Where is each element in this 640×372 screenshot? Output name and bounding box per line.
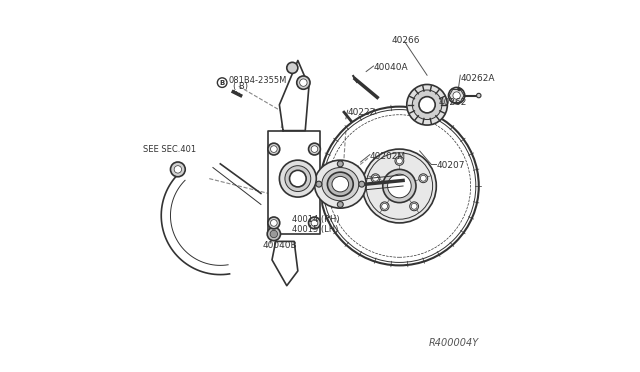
Text: B: B [220,80,225,86]
Circle shape [308,217,321,229]
Circle shape [420,175,426,181]
Ellipse shape [285,166,311,192]
Text: 40040A: 40040A [374,63,408,72]
Circle shape [477,93,481,98]
Text: 40014 (RH)
40015 (LH): 40014 (RH) 40015 (LH) [292,215,340,234]
Circle shape [268,217,280,229]
Polygon shape [272,241,298,286]
Ellipse shape [314,160,366,208]
Text: 40040B: 40040B [263,241,298,250]
Circle shape [337,202,343,208]
Circle shape [396,158,403,164]
Circle shape [311,146,318,153]
Circle shape [410,202,419,211]
Polygon shape [280,61,309,131]
Ellipse shape [289,170,306,187]
Circle shape [268,227,280,241]
Ellipse shape [280,160,316,197]
Text: 40222: 40222 [348,108,376,117]
Circle shape [419,97,435,113]
Circle shape [380,202,389,211]
Circle shape [271,146,277,153]
Text: 40262A: 40262A [460,74,495,83]
Circle shape [308,143,321,155]
Circle shape [419,174,428,183]
Text: 081B4-2355M: 081B4-2355M [228,76,287,85]
Circle shape [271,219,277,226]
Circle shape [449,87,465,104]
Circle shape [268,143,280,155]
Circle shape [174,166,182,173]
Circle shape [337,161,343,167]
Ellipse shape [322,167,359,201]
Circle shape [388,174,411,198]
Circle shape [453,92,460,99]
Circle shape [287,62,298,73]
Text: 40262: 40262 [438,99,467,108]
Circle shape [395,157,404,165]
Text: 40207: 40207 [436,161,465,170]
Circle shape [407,84,447,125]
Circle shape [381,203,388,209]
Text: R400004Y: R400004Y [429,339,479,349]
Circle shape [412,90,442,119]
Circle shape [359,181,365,187]
Circle shape [300,79,307,86]
Circle shape [316,181,322,187]
Text: SEE SEC.401: SEE SEC.401 [143,145,196,154]
Circle shape [170,162,185,177]
Circle shape [458,88,461,91]
Polygon shape [161,174,230,275]
Ellipse shape [332,176,349,192]
Circle shape [297,76,310,89]
Text: ( B): ( B) [233,82,248,91]
Circle shape [371,174,380,183]
Circle shape [311,219,318,226]
Polygon shape [268,131,320,234]
Circle shape [372,175,378,181]
Circle shape [383,169,416,203]
Circle shape [362,149,436,223]
Ellipse shape [328,172,353,196]
Text: 40202M: 40202M [370,152,406,161]
Text: 40266: 40266 [392,36,420,45]
Circle shape [411,203,417,209]
Circle shape [270,230,278,238]
